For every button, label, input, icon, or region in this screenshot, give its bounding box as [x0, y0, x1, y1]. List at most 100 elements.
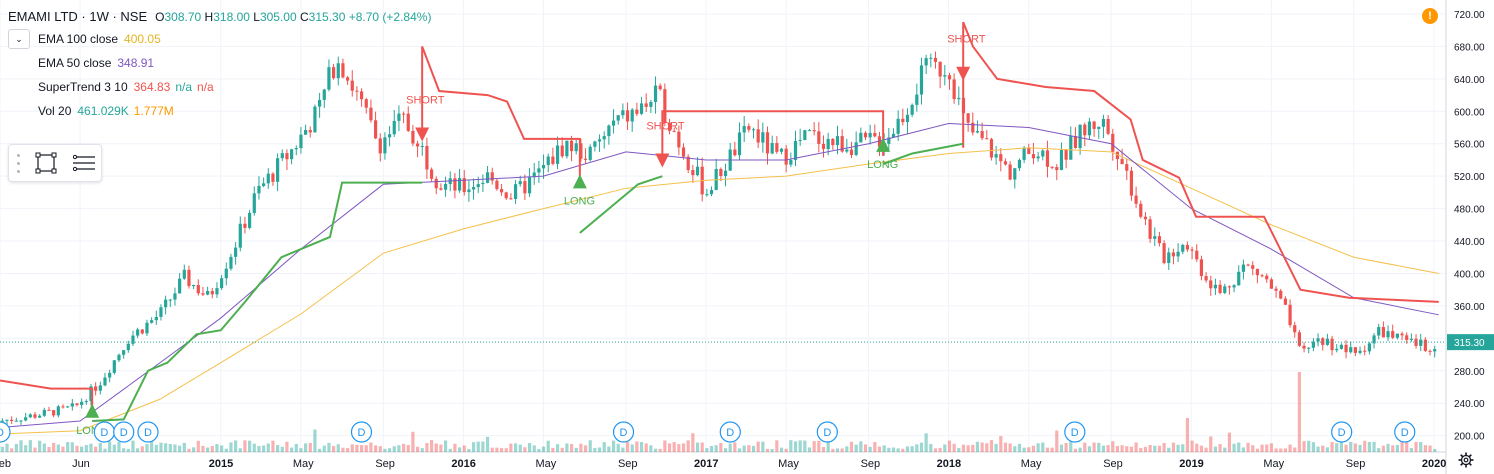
volume-bar: [975, 441, 980, 452]
candle: [331, 67, 336, 79]
candle: [1087, 121, 1092, 136]
short-signal-label: SHORT: [947, 34, 986, 46]
volume-bar: [639, 441, 644, 452]
indicator-name[interactable]: SuperTrend 3 10: [38, 80, 128, 94]
candle: [210, 291, 214, 295]
dividend-marker[interactable]: [0, 421, 11, 443]
candle: [672, 130, 676, 132]
current-price-badge: [1447, 334, 1494, 351]
candle: [1101, 119, 1106, 127]
candle: [84, 401, 88, 403]
volume-bar: [457, 447, 462, 452]
volume-bar: [439, 444, 443, 452]
warning-icon[interactable]: !: [1422, 8, 1438, 24]
volume-bar: [1036, 443, 1040, 452]
candle: [397, 113, 401, 121]
indicator-value: 400.05: [124, 32, 161, 46]
candle: [1251, 265, 1255, 269]
candle: [770, 143, 774, 154]
volume-bar: [845, 446, 849, 452]
collapse-legend-button[interactable]: ⌄: [8, 29, 30, 49]
short-signal-label: SHORT: [406, 95, 445, 107]
volume-bar: [1176, 444, 1180, 452]
volume-bar: [248, 440, 252, 452]
candle: [108, 372, 112, 378]
indicator-value: 364.83: [133, 80, 171, 94]
indicator-name[interactable]: EMA 50 close: [38, 56, 112, 70]
floating-drawing-toolbar[interactable]: [8, 144, 102, 182]
candle: [308, 129, 312, 133]
volume-bar: [779, 447, 784, 452]
volume-bar: [364, 445, 368, 452]
candle: [1097, 126, 1101, 129]
volume-bar: [331, 446, 336, 452]
dividend-marker[interactable]: [350, 421, 373, 443]
indicator-name[interactable]: EMA 100 close: [38, 32, 119, 46]
candle: [364, 99, 368, 108]
dividend-marker[interactable]: [1394, 421, 1416, 443]
candle: [667, 122, 672, 131]
line-style-button[interactable]: [69, 148, 99, 178]
volume-bar: [1283, 448, 1288, 452]
volume-bar: [985, 443, 989, 452]
candle: [1083, 124, 1087, 136]
candle: [401, 113, 406, 115]
volume-bar: [1269, 443, 1274, 452]
rectangle-tool-button[interactable]: [31, 148, 61, 178]
drag-handle[interactable]: [13, 151, 23, 175]
volume-bar: [807, 447, 812, 452]
volume-bar: [1311, 442, 1316, 452]
ema100-line: [0, 147, 1439, 435]
candle: [425, 145, 429, 170]
volume-bar: [1204, 447, 1208, 452]
volume-bar: [1059, 444, 1064, 452]
volume-bar: [201, 445, 205, 452]
dividend-marker-label: D: [100, 427, 108, 439]
gear-icon[interactable]: [1456, 450, 1476, 470]
long-signal-arrow: [572, 174, 587, 189]
y-tick-label: 480.00: [1454, 205, 1485, 216]
candle: [392, 120, 396, 135]
candle: [1377, 327, 1381, 336]
volume-bar: [1097, 442, 1101, 452]
dividend-marker[interactable]: [1064, 421, 1086, 443]
dividend-marker-label: D: [1071, 427, 1079, 439]
indicator-name[interactable]: Vol 20: [38, 104, 72, 118]
candle: [1400, 333, 1404, 336]
volume-bar: [318, 448, 322, 452]
volume-bar: [854, 444, 858, 452]
volume-bar: [1027, 447, 1031, 452]
volume-bar: [793, 441, 798, 452]
volume-bar: [52, 442, 56, 452]
volume-bar: [1120, 445, 1124, 452]
volume-bar: [108, 441, 112, 452]
candle: [1227, 286, 1232, 288]
dividend-marker[interactable]: [719, 421, 741, 443]
candle: [1274, 288, 1278, 291]
indicator-value: 461.029K: [77, 104, 129, 118]
volume-bar: [28, 440, 32, 452]
volume-bar: [625, 442, 630, 452]
dividend-marker-label: D: [144, 427, 152, 439]
candle: [574, 143, 578, 152]
candle: [1199, 259, 1204, 277]
candle: [201, 293, 205, 295]
volume-bar: [304, 443, 308, 452]
symbol-title[interactable]: EMAMI LTD · 1W · NSE: [8, 9, 148, 24]
candle: [607, 125, 611, 137]
candle: [933, 57, 938, 62]
candle: [1423, 339, 1427, 351]
volume-bar: [504, 448, 508, 452]
chevron-down-icon: ⌄: [15, 34, 23, 44]
volume-bar: [947, 440, 952, 452]
candle: [1003, 161, 1008, 165]
volume-bar: [117, 441, 121, 452]
dividend-marker[interactable]: [113, 421, 135, 443]
dividend-marker[interactable]: [816, 421, 838, 443]
y-tick-label: 520.00: [1454, 172, 1485, 183]
dividend-marker[interactable]: [612, 421, 635, 443]
volume-bar: [84, 445, 88, 452]
dividend-marker[interactable]: [137, 421, 159, 443]
dividend-marker[interactable]: [1331, 421, 1353, 443]
